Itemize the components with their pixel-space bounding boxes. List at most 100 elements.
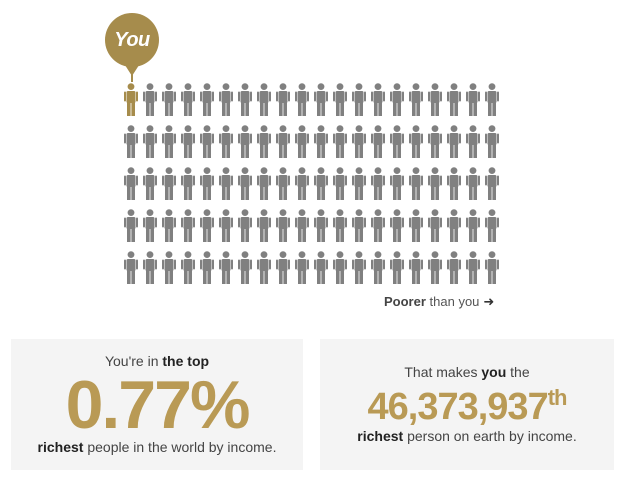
person-icon [428, 251, 442, 284]
person-icon [257, 125, 271, 158]
person-icon [124, 209, 138, 242]
person-icon [238, 125, 252, 158]
arrow-right-icon: ➜ [483, 294, 495, 309]
person-icon [371, 83, 385, 116]
person-icon [181, 167, 195, 200]
percent-value: 0.77% [65, 367, 251, 443]
poorer-rest: than you [429, 294, 480, 309]
rank-intro-text: That makes [404, 364, 478, 380]
person-icon [390, 125, 404, 158]
person-icon [295, 83, 309, 116]
person-icon [428, 83, 442, 116]
person-icon [200, 125, 214, 158]
person-icon [295, 251, 309, 284]
person-icon [124, 167, 138, 200]
you-marker-stem [131, 74, 133, 82]
person-icon [143, 209, 157, 242]
person-icon [447, 209, 461, 242]
person-icon [314, 167, 328, 200]
person-icon [200, 209, 214, 242]
person-icon-you [124, 83, 138, 116]
person-icon [219, 209, 233, 242]
rank-intro-end: the [510, 364, 530, 380]
person-icon [257, 83, 271, 116]
person-icon [200, 167, 214, 200]
person-icon [162, 167, 176, 200]
percent-outro-text: people in the world by income. [87, 439, 277, 455]
person-icon [390, 251, 404, 284]
person-icon [257, 167, 271, 200]
you-marker-bubble: You [105, 13, 159, 67]
person-icon [162, 209, 176, 242]
person-icon [143, 167, 157, 200]
person-icon [352, 209, 366, 242]
person-icon [447, 83, 461, 116]
person-icon [352, 83, 366, 116]
person-icon [390, 83, 404, 116]
person-icon [257, 209, 271, 242]
person-icon [295, 167, 309, 200]
person-icon [181, 251, 195, 284]
person-icon [485, 83, 499, 116]
person-icon [409, 125, 423, 158]
person-icon [181, 83, 195, 116]
person-icon [466, 251, 480, 284]
person-icon [314, 125, 328, 158]
people-grid [124, 83, 499, 284]
rank-outro-text: person on earth by income. [407, 428, 577, 444]
person-icon [409, 251, 423, 284]
person-icon [485, 167, 499, 200]
person-icon [238, 209, 252, 242]
person-icon [143, 125, 157, 158]
person-icon [143, 251, 157, 284]
person-icon [219, 167, 233, 200]
person-icon [333, 125, 347, 158]
person-icon [333, 83, 347, 116]
person-icon [238, 251, 252, 284]
person-icon [352, 167, 366, 200]
person-icon [314, 251, 328, 284]
person-icon [314, 83, 328, 116]
person-icon [219, 83, 233, 116]
person-icon [143, 83, 157, 116]
person-icon [390, 167, 404, 200]
person-icon [485, 125, 499, 158]
person-icon [390, 209, 404, 242]
person-icon [295, 209, 309, 242]
person-icon [485, 209, 499, 242]
person-icon [124, 125, 138, 158]
person-icon [200, 251, 214, 284]
person-icon [428, 125, 442, 158]
rank-intro: That makes you the [320, 364, 614, 380]
person-icon [333, 167, 347, 200]
person-icon [409, 83, 423, 116]
person-icon [124, 251, 138, 284]
person-icon [276, 251, 290, 284]
person-icon [447, 125, 461, 158]
person-icon [181, 209, 195, 242]
rank-outro: richest person on earth by income. [320, 428, 614, 444]
person-icon [238, 83, 252, 116]
person-icon [466, 167, 480, 200]
poorer-than-you-label: Poorer than you ➜ [384, 294, 494, 310]
percent-intro-bold: the top [162, 353, 210, 369]
rank-value: 46,373,937th [320, 386, 614, 428]
person-icon [314, 209, 328, 242]
person-icon [276, 125, 290, 158]
person-icon [371, 209, 385, 242]
person-icon [447, 251, 461, 284]
person-icon [295, 125, 309, 158]
percent-outro: richest people in the world by income. [11, 439, 303, 455]
rank-suffix: th [547, 385, 568, 410]
person-icon [352, 251, 366, 284]
person-icon [371, 167, 385, 200]
person-icon [333, 251, 347, 284]
percent-intro-text: You're in [104, 353, 159, 369]
person-icon [162, 83, 176, 116]
rank-number: 46,373,937 [367, 386, 549, 428]
person-icon [219, 251, 233, 284]
person-icon [371, 125, 385, 158]
you-marker-label: You [114, 29, 150, 51]
person-icon [466, 125, 480, 158]
rank-intro-bold: you [481, 364, 507, 380]
